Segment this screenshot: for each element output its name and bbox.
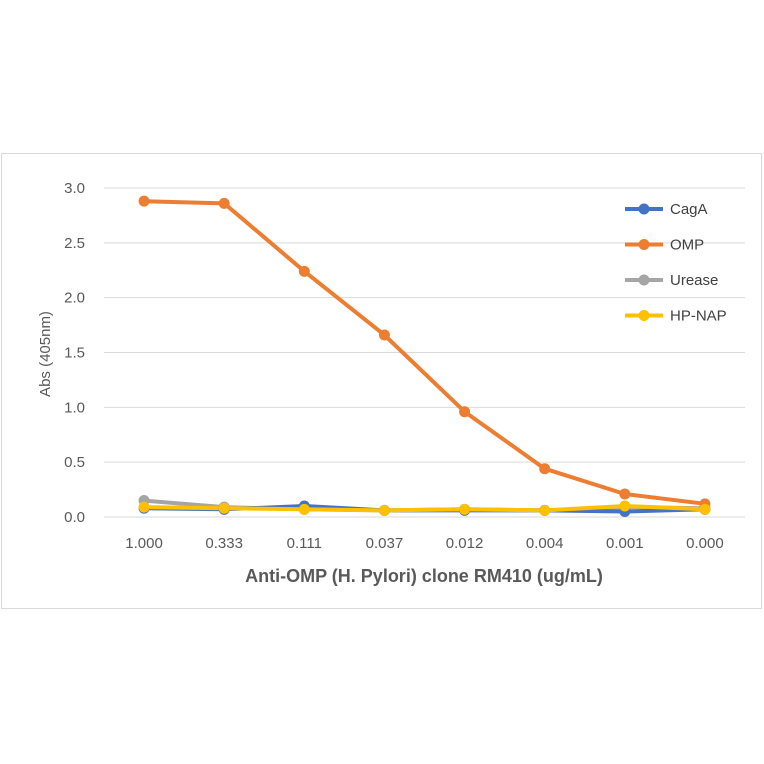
data-point-omp — [378, 329, 390, 341]
series-points — [138, 195, 711, 518]
data-point-hp-nap — [138, 501, 150, 513]
y-tick-label: 0.5 — [64, 454, 85, 471]
legend-label: Urease — [670, 272, 718, 289]
data-point-hp-nap — [619, 500, 631, 512]
data-point-omp — [539, 463, 551, 475]
y-tick-label: 1.5 — [64, 345, 85, 362]
y-tick-label: 2.5 — [64, 235, 85, 252]
x-tick-label: 0.333 — [205, 535, 243, 552]
y-tick-label: 1.0 — [64, 399, 85, 416]
line-chart: 0.0 0.5 1.0 1.5 2.0 2.5 3.0 1.000 0.333 0.111 0.0… — [37, 180, 745, 586]
legend-label: CagA — [670, 201, 708, 218]
data-point-omp — [138, 195, 150, 207]
data-point-hp-nap — [539, 504, 551, 516]
x-tick-label: 0.037 — [366, 535, 404, 552]
x-tick-label: 0.004 — [526, 535, 564, 552]
data-point-omp — [218, 197, 230, 209]
series-lines — [142, 199, 707, 514]
x-tick-label: 1.000 — [125, 535, 163, 552]
data-point-omp — [459, 406, 471, 418]
legend: CagA OMP Urease HP-NAP — [625, 201, 727, 325]
legend-marker — [638, 203, 650, 215]
y-tick-label: 0.0 — [64, 509, 85, 526]
x-tick-labels: 1.000 0.333 0.111 0.037 0.012 0.004 0.001 0.000 — [125, 535, 723, 552]
chart-frame: 0.0 0.5 1.0 1.5 2.0 2.5 3.0 1.000 0.333 0.111 0.0… — [1, 153, 762, 609]
y-tick-label: 3.0 — [64, 180, 85, 197]
gridlines — [104, 187, 745, 518]
y-tick-label: 2.0 — [64, 290, 85, 307]
legend-label: HP-NAP — [670, 308, 727, 325]
x-tick-label: 0.111 — [287, 535, 322, 552]
data-point-hp-nap — [218, 502, 230, 514]
data-point-hp-nap — [298, 503, 310, 515]
data-point-omp — [298, 265, 310, 277]
data-point-hp-nap — [378, 504, 390, 516]
x-tick-label: 0.001 — [606, 535, 644, 552]
legend-marker — [638, 239, 650, 250]
x-tick-label: 0.000 — [686, 535, 724, 552]
y-axis-title: Abs (405nm) — [37, 311, 54, 397]
legend-marker — [638, 274, 650, 286]
series-line-hp-nap — [142, 504, 707, 513]
x-tick-label: 0.012 — [446, 535, 484, 552]
data-point-hp-nap — [459, 503, 471, 515]
legend-marker — [638, 310, 650, 321]
x-axis-title: Anti-OMP (H. Pylori) clone RM410 (ug/mL) — [245, 566, 603, 586]
series-line-omp — [142, 199, 707, 506]
data-point-omp — [619, 488, 631, 500]
y-tick-labels: 0.0 0.5 1.0 1.5 2.0 2.5 3.0 — [64, 180, 85, 526]
legend-label: OMP — [670, 237, 704, 254]
data-point-hp-nap — [699, 503, 711, 515]
